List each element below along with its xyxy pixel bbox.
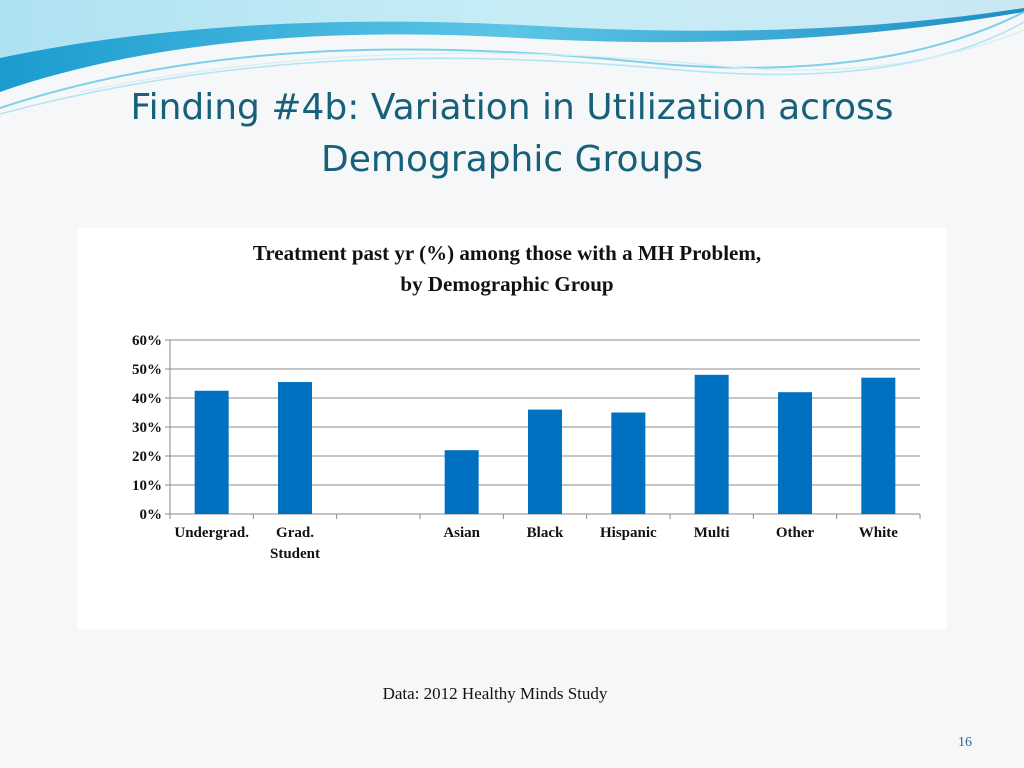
wave-line-1 bbox=[0, 11, 1024, 109]
slide-title: Finding #4b: Variation in Utilization ac… bbox=[0, 82, 1024, 186]
bar-white bbox=[861, 377, 896, 514]
y-tick-label: 60% bbox=[132, 333, 162, 349]
slide-title-line-1: Finding #4b: Variation in Utilization ac… bbox=[130, 87, 894, 128]
y-tick-label: 50% bbox=[132, 362, 162, 378]
x-category-label: Asian bbox=[443, 525, 480, 541]
bar-grad bbox=[278, 382, 312, 514]
x-category-label: Student bbox=[270, 546, 320, 562]
x-category-label: Hispanic bbox=[600, 525, 657, 541]
x-category-label: Grad. bbox=[276, 525, 314, 541]
chart-title: Treatment past yr (%) among those with a… bbox=[77, 238, 937, 300]
bar-hispanic bbox=[611, 412, 646, 514]
bar-chart: 0% 10% 20% 30% 40% 50% 60% Undergrad. Grad. Stude… bbox=[132, 333, 921, 562]
data-source-note: Data: 2012 Healthy Minds Study bbox=[382, 684, 608, 703]
y-tick-label: 30% bbox=[132, 420, 162, 436]
bar-multi bbox=[694, 374, 729, 514]
chart-title-line-1: Treatment past yr (%) among those with a… bbox=[252, 241, 762, 265]
page-number: 16 bbox=[958, 735, 972, 750]
x-category-label: Multi bbox=[694, 525, 730, 541]
x-category-label: White bbox=[859, 525, 899, 541]
x-category-label: Undergrad. bbox=[174, 525, 249, 541]
chart-title-line-2: by Demographic Group bbox=[400, 272, 614, 296]
bar-other bbox=[778, 392, 812, 514]
bar-asian bbox=[444, 450, 479, 514]
y-tick-label: 10% bbox=[132, 478, 162, 494]
wave-light bbox=[0, 0, 1024, 58]
y-tick-label: 40% bbox=[132, 391, 162, 407]
y-tick-label: 0% bbox=[140, 507, 163, 523]
decorative-wave-header bbox=[0, 0, 1024, 115]
chart-panel: Treatment past yr (%) among those with a… bbox=[77, 228, 947, 629]
bar-black bbox=[528, 409, 562, 514]
x-category-label: Other bbox=[776, 525, 815, 541]
wave-line-3 bbox=[79, 29, 1024, 93]
slide-title-line-2: Demographic Groups bbox=[321, 139, 703, 180]
x-category-label: Black bbox=[527, 525, 564, 541]
bar-undergrad bbox=[194, 390, 229, 514]
y-tick-label: 20% bbox=[132, 449, 162, 465]
